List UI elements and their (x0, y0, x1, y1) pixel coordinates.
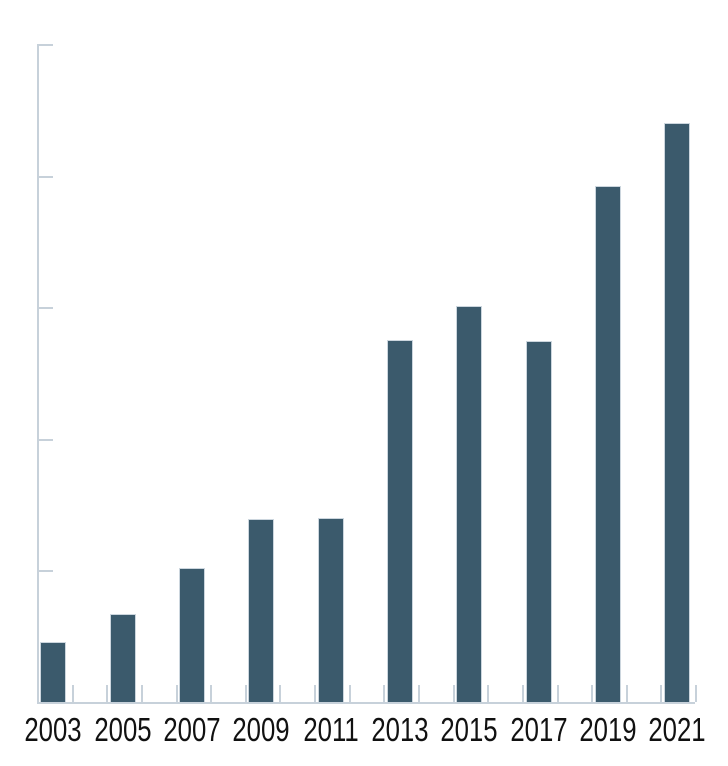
x-axis-label-2019: 2019 (579, 711, 637, 748)
x-axis-minor-tick (210, 685, 213, 702)
x-axis-label-2017: 2017 (509, 711, 568, 748)
x-axis-minor-tick (175, 685, 178, 702)
x-axis-label-2009: 2009 (232, 711, 290, 748)
x-axis-minor-tick (417, 685, 420, 702)
x-axis-baseline (37, 702, 695, 704)
x-axis-minor-tick (279, 685, 282, 702)
y-axis-tick (37, 44, 53, 46)
x-axis-label-2013: 2013 (371, 711, 429, 748)
x-axis-minor-tick (106, 685, 109, 702)
x-axis-minor-tick (625, 685, 628, 702)
x-axis-label-2011: 2011 (302, 711, 359, 748)
x-axis-minor-tick (660, 685, 663, 702)
x-axis-label-2005: 2005 (94, 711, 152, 748)
bar-2003 (40, 641, 67, 702)
bar-2009 (248, 519, 275, 702)
x-axis-minor-tick (591, 685, 594, 702)
x-axis-minor-tick (695, 685, 697, 702)
x-axis-minor-tick (521, 685, 524, 702)
bar-2007 (179, 567, 205, 702)
bar-2019 (594, 186, 621, 702)
y-axis-line (37, 44, 39, 704)
x-axis-minor-tick (348, 685, 351, 702)
bar-2005 (109, 613, 136, 702)
x-axis-label-2021: 2021 (648, 711, 706, 748)
x-axis-label-2007: 2007 (163, 711, 221, 748)
y-axis-tick (37, 307, 53, 310)
x-axis-minor-tick (244, 685, 247, 702)
x-axis-minor-tick (383, 685, 386, 702)
x-axis-minor-tick (556, 685, 559, 702)
y-axis-tick (37, 570, 53, 573)
x-axis-minor-tick (71, 685, 74, 702)
bar-2013 (386, 340, 413, 702)
x-axis-minor-tick (314, 685, 317, 702)
x-axis-label-2015: 2015 (440, 711, 498, 748)
x-axis-minor-tick (487, 685, 490, 702)
bar-2021 (664, 123, 691, 702)
y-axis-tick (37, 175, 53, 178)
bar-2011 (317, 517, 344, 702)
x-axis-label-2003: 2003 (24, 711, 83, 748)
x-axis-minor-tick (452, 685, 455, 702)
y-axis-tick (37, 438, 53, 441)
x-axis-minor-tick (140, 685, 143, 702)
bar-2015 (456, 305, 483, 702)
bar-2017 (525, 341, 552, 702)
